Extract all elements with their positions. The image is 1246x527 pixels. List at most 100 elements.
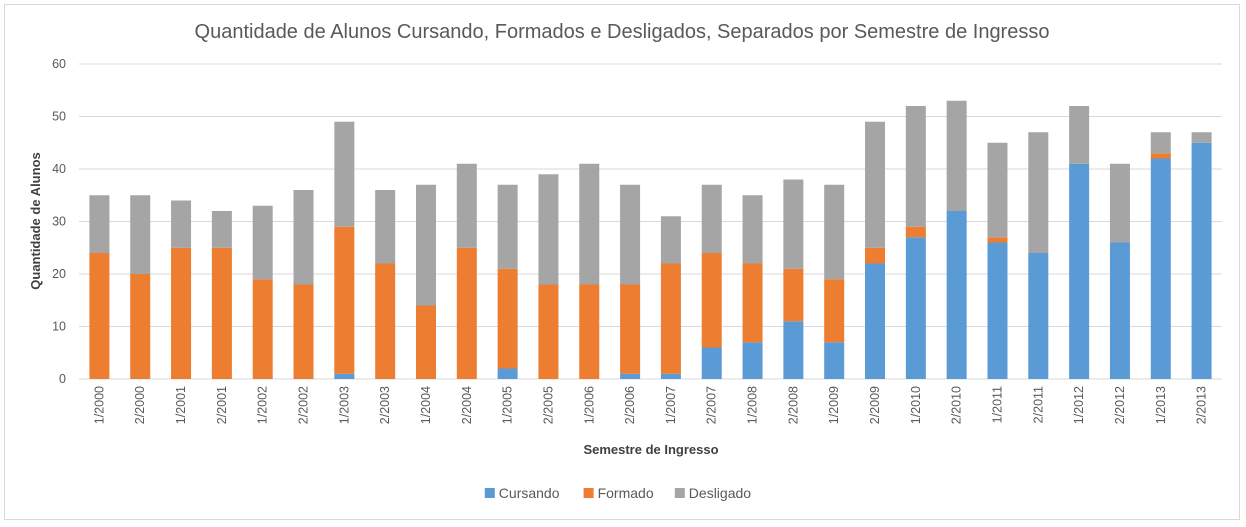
bar-segment-formado — [130, 274, 151, 379]
bar-segment-desligado — [579, 163, 600, 285]
bar-segment-desligado — [334, 121, 355, 227]
x-tick-label: 1/2007 — [664, 386, 678, 424]
bars — [89, 100, 1212, 379]
bar-segment-desligado — [1191, 132, 1212, 143]
bar-segment-cursando — [620, 373, 641, 379]
y-tick-label: 0 — [59, 372, 66, 386]
bar-segment-desligado — [375, 190, 396, 264]
bar-segment-desligado — [824, 184, 845, 280]
x-tick-label: 1/2001 — [174, 386, 188, 424]
bar-segment-desligado — [905, 106, 926, 227]
bar-segment-cursando — [1069, 163, 1090, 379]
y-tick-label: 10 — [52, 320, 66, 334]
bar-segment-formado — [497, 268, 518, 369]
y-tick-labels: 0 10 20 30 40 50 60 — [52, 57, 66, 386]
bar-segment-cursando — [701, 347, 722, 379]
bar-segment-desligado — [538, 174, 559, 285]
x-tick-labels: 1/2000 2/2000 1/2001 2/2001 1/2002 2/2002 1/20… — [92, 386, 1208, 424]
bar-segment-cursando — [660, 373, 681, 379]
bar-segment-formado — [701, 253, 722, 348]
bar-segment-formado — [824, 279, 845, 343]
y-tick-label: 40 — [52, 162, 66, 176]
bar-segment-cursando — [946, 211, 967, 379]
x-tick-label: 1/2008 — [746, 386, 760, 424]
x-tick-label: 2/2010 — [950, 386, 964, 424]
bar-segment-cursando — [334, 373, 355, 379]
x-tick-label: 2/2005 — [541, 386, 555, 424]
x-tick-label: 2/2003 — [378, 386, 392, 424]
bar-segment-desligado — [252, 205, 273, 280]
bar-segment-desligado — [1150, 132, 1171, 154]
bar-segment-cursando — [987, 242, 1008, 379]
x-tick-label: 1/2002 — [256, 386, 270, 424]
y-tick-label: 60 — [52, 57, 66, 71]
x-tick-label: 1/2010 — [909, 386, 923, 424]
bar-segment-desligado — [211, 211, 232, 248]
bar-segment-formado — [415, 305, 436, 379]
bar-segment-desligado — [293, 190, 314, 285]
x-tick-label: 2/2000 — [133, 386, 147, 424]
bar-segment-formado — [538, 284, 559, 379]
bar-segment-formado — [171, 247, 192, 379]
x-tick-label: 1/2004 — [419, 386, 433, 424]
x-tick-label: 1/2003 — [337, 386, 351, 424]
bar-segment-desligado — [701, 184, 722, 253]
x-tick-label: 2/2002 — [297, 386, 311, 424]
y-tick-label: 20 — [52, 267, 66, 281]
bar-segment-formado — [89, 253, 110, 379]
bar-segment-desligado — [946, 100, 967, 211]
x-tick-label: 2/2009 — [868, 386, 882, 424]
bar-segment-desligado — [783, 179, 804, 269]
bar-segment-formado — [375, 263, 396, 379]
bar-segment-cursando — [783, 321, 804, 379]
bar-segment-desligado — [1109, 163, 1130, 243]
bar-segment-formado — [660, 263, 681, 374]
legend-swatch-cursando — [484, 488, 495, 498]
x-tick-label: 1/2012 — [1072, 386, 1086, 424]
bar-segment-formado — [211, 247, 232, 379]
x-tick-label: 2/2004 — [460, 386, 474, 424]
bar-segment-desligado — [865, 121, 886, 248]
bar-segment-formado — [456, 247, 477, 379]
bar-segment-cursando — [1191, 142, 1212, 379]
bar-segment-cursando — [497, 368, 518, 379]
bar-segment-desligado — [660, 216, 681, 264]
bar-segment-formado — [987, 237, 1008, 243]
bar-segment-desligado — [987, 142, 1008, 238]
bar-segment-desligado — [130, 195, 151, 274]
bar-segment-desligado — [415, 184, 436, 306]
x-tick-label: 2/2007 — [705, 386, 719, 424]
gridlines — [79, 63, 1222, 380]
x-tick-label: 1/2013 — [1154, 386, 1168, 424]
x-tick-label: 1/2006 — [582, 386, 596, 424]
bar-segment-formado — [1150, 153, 1171, 159]
bar-segment-desligado — [620, 184, 641, 285]
bar-segment-formado — [334, 226, 355, 374]
bar-segment-cursando — [824, 342, 845, 379]
chart-title: Quantidade de Alunos Cursando, Formados … — [195, 21, 1050, 43]
y-tick-label: 30 — [52, 215, 66, 229]
bar-segment-desligado — [456, 163, 477, 248]
x-tick-label: 2/2001 — [215, 386, 229, 424]
bar-segment-desligado — [497, 184, 518, 269]
bar-segment-cursando — [1150, 158, 1171, 379]
bar-segment-desligado — [742, 195, 763, 264]
legend: Cursando Formado Desligado — [484, 485, 751, 501]
bar-segment-desligado — [89, 195, 110, 253]
bar-segment-desligado — [1028, 132, 1049, 253]
bar-segment-desligado — [171, 200, 192, 248]
legend-label-cursando: Cursando — [499, 485, 560, 501]
x-tick-label: 2/2008 — [786, 386, 800, 424]
bar-segment-formado — [293, 284, 314, 379]
bar-segment-cursando — [1028, 253, 1049, 379]
x-tick-label: 1/2011 — [990, 386, 1004, 423]
x-axis-title: Semestre de Ingresso — [583, 442, 718, 457]
x-tick-label: 1/2000 — [92, 386, 106, 424]
x-tick-label: 2/2006 — [623, 386, 637, 424]
legend-swatch-desligado — [674, 488, 685, 498]
bar-segment-cursando — [742, 342, 763, 379]
bar-segment-formado — [620, 284, 641, 374]
bar-segment-desligado — [1069, 106, 1090, 164]
bar-segment-formado — [865, 247, 886, 264]
